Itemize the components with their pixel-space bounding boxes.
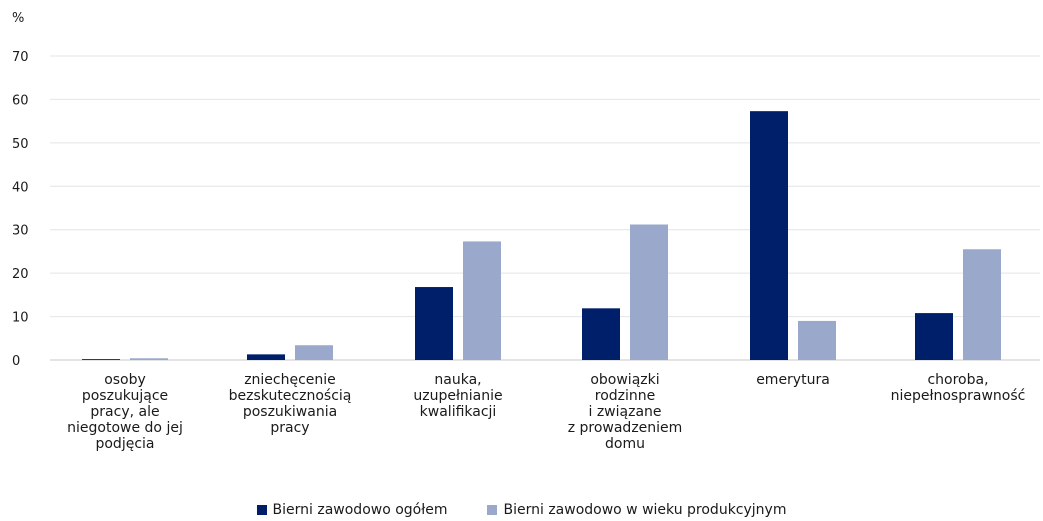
bar-series-1 <box>247 354 285 360</box>
y-tick-label: 0 <box>12 354 20 369</box>
x-category-label: nauka, uzupełnianie kwalifikacji <box>413 372 502 420</box>
bar-series-2 <box>630 224 668 360</box>
legend: Bierni zawodowo ogółem Bierni zawodowo w… <box>0 500 1043 520</box>
y-tick-label: 30 <box>12 224 29 239</box>
bar-series-1 <box>582 308 620 360</box>
y-axis-unit-label: % <box>12 11 24 26</box>
bar-series-1 <box>750 111 788 360</box>
bar-chart: % 0 10 20 30 40 50 60 70 osoby poszukujące pracy,… <box>12 11 1040 452</box>
bar-series-2 <box>963 249 1001 360</box>
legend-label-series-1: Bierni zawodowo ogółem <box>272 502 448 518</box>
y-tick-label: 50 <box>12 137 29 152</box>
x-axis-categories: osoby poszukujące pracy, ale niegotowe do j… <box>67 372 1025 452</box>
legend-swatch-series-1 <box>256 505 267 515</box>
bar-series-2 <box>798 320 836 360</box>
y-tick-label: 20 <box>12 267 29 282</box>
gridlines <box>50 55 1040 361</box>
y-tick-label: 60 <box>12 93 29 108</box>
y-axis-ticks: 0 10 20 30 40 50 60 70 <box>12 50 29 369</box>
x-category-label: osoby poszukujące pracy, ale niegotowe do j… <box>67 372 183 452</box>
bar-series-2 <box>130 358 168 360</box>
legend-label-series-2: Bierni zawodowo w wieku produkcyjnym <box>503 502 787 518</box>
x-category-label: choroba, niepełnosprawność <box>891 372 1026 404</box>
legend-swatch-series-2 <box>487 505 498 515</box>
legend-item-series-1: Bierni zawodowo ogółem <box>256 502 448 518</box>
x-category-label: zniechęcenie bezskutecznością poszukiwania… <box>229 372 352 436</box>
bar-series-2 <box>463 241 501 360</box>
x-category-label: emerytura <box>756 372 830 388</box>
y-tick-label: 40 <box>12 180 29 195</box>
bar-series-1 <box>415 287 453 360</box>
y-tick-label: 10 <box>12 311 29 326</box>
bar-series-1 <box>82 359 120 360</box>
bar-series-1 <box>915 313 953 360</box>
legend-item-series-2: Bierni zawodowo w wieku produkcyjnym <box>487 502 786 518</box>
y-tick-label: 70 <box>12 50 29 65</box>
bar-series-2 <box>295 345 333 360</box>
x-category-label: obowiązki rodzinne i związane z prowadzenie… <box>568 372 683 452</box>
bars <box>82 111 1001 360</box>
